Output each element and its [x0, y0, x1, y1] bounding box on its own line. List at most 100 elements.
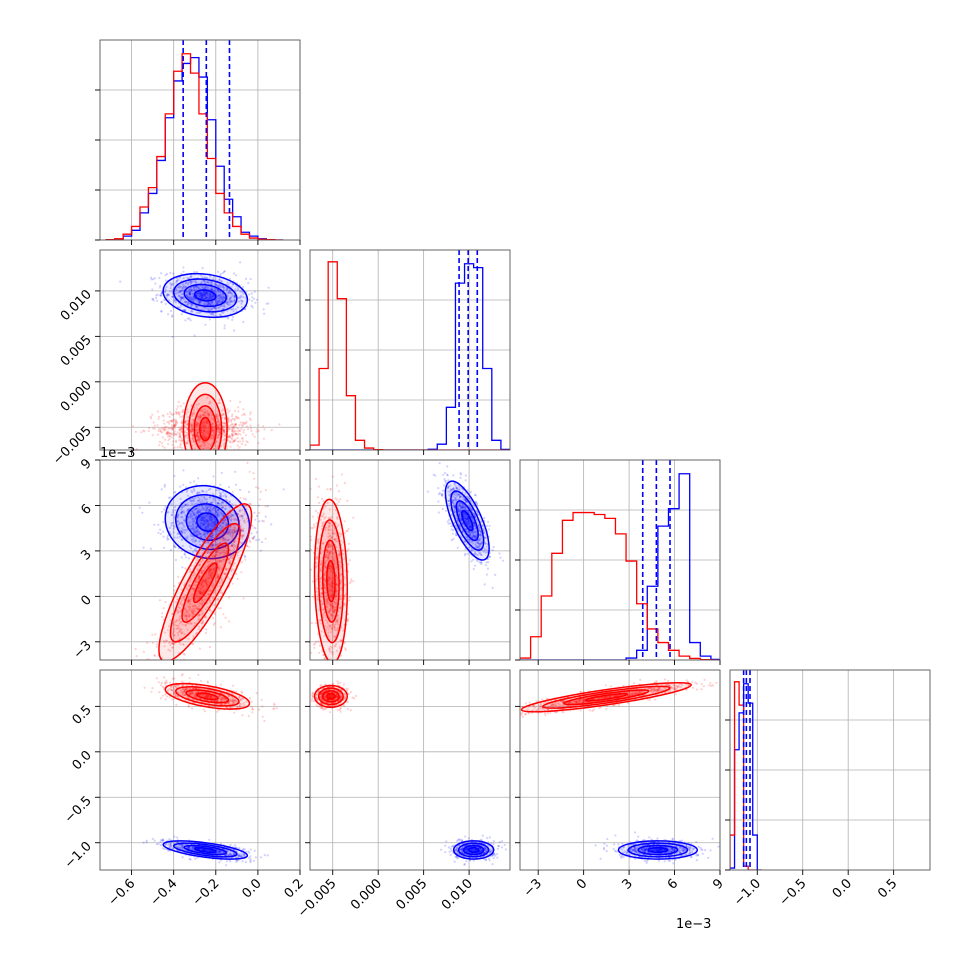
contour-line: [193, 405, 217, 450]
sample-point: [211, 430, 214, 433]
sample-point: [212, 295, 215, 298]
sample-point: [184, 300, 187, 303]
sample-point: [178, 290, 181, 293]
sample-point: [202, 425, 205, 428]
sample-point: [242, 597, 245, 600]
sample-point: [197, 292, 200, 295]
sample-point: [242, 412, 245, 415]
sample-point: [184, 503, 187, 506]
sample-point: [194, 305, 197, 308]
sample-point: [229, 399, 232, 402]
sample-point: [175, 422, 178, 425]
sample-point: [206, 281, 209, 284]
sample-point: [196, 421, 199, 425]
sample-point: [197, 286, 200, 290]
sample-point: [202, 413, 205, 416]
sample-point: [163, 429, 166, 432]
sample-point: [211, 287, 214, 290]
sample-point: [222, 536, 225, 540]
sample-point: [223, 327, 226, 330]
sample-point: [156, 424, 159, 427]
sample-point: [174, 419, 178, 423]
sample-point: [229, 529, 232, 532]
sample-point: [167, 439, 170, 442]
sample-point: [189, 481, 192, 484]
sample-point: [201, 276, 204, 279]
sample-point: [186, 431, 189, 434]
sample-point: [218, 498, 221, 501]
sample-point: [159, 528, 162, 531]
sample-point: [181, 286, 184, 289]
sample-point: [190, 451, 192, 453]
sample-point: [204, 291, 207, 294]
sample-point: [232, 429, 235, 432]
sample-point: [185, 285, 188, 288]
sample-point: [217, 297, 220, 300]
sample-point: [151, 427, 154, 430]
sample-point: [208, 517, 211, 520]
sample-point: [201, 501, 204, 504]
sample-point: [178, 429, 181, 432]
y-tick-label: 6: [78, 502, 94, 518]
sample-point: [209, 303, 212, 307]
sample-point: [195, 561, 198, 565]
sample-point: [193, 289, 196, 292]
sample-point: [213, 622, 216, 625]
sample-point: [218, 279, 221, 282]
sample-point: [220, 471, 223, 474]
sample-point: [192, 408, 196, 412]
sample-point: [223, 430, 226, 433]
sample-point: [501, 559, 504, 562]
sample-point: [195, 428, 198, 431]
sample-point: [178, 426, 181, 429]
sample-point: [163, 422, 166, 425]
sample-point: [210, 434, 213, 437]
sample-point: [208, 413, 211, 416]
sample-point: [234, 432, 237, 435]
sample-point: [198, 300, 201, 303]
sample-point: [200, 518, 203, 521]
sample-point: [211, 295, 214, 298]
sample-point: [217, 293, 220, 296]
sample-point: [201, 443, 204, 447]
sample-point: [192, 285, 195, 288]
sample-point: [232, 440, 235, 443]
sample-point: [176, 421, 179, 424]
sample-point: [181, 283, 184, 286]
sample-point: [316, 511, 319, 514]
sample-point: [233, 295, 237, 298]
sample-point: [189, 282, 192, 285]
sample-point: [197, 511, 200, 514]
sample-point: [204, 434, 207, 437]
sample-point: [231, 423, 234, 426]
sample-point: [169, 432, 172, 435]
sample-point: [224, 499, 227, 502]
sample-point: [204, 294, 207, 298]
sample-point: [218, 300, 221, 303]
sample-point: [166, 534, 169, 537]
sample-point: [199, 413, 202, 416]
sample-point: [173, 425, 176, 428]
sample-point: [181, 287, 184, 290]
sample-point: [173, 423, 176, 427]
sample-point: [487, 561, 490, 564]
sample-point: [226, 302, 229, 305]
sample-point: [209, 313, 213, 316]
sample-point: [193, 536, 196, 539]
sample-point: [173, 431, 176, 435]
panel-content: [134, 461, 285, 660]
sample-point: [220, 297, 223, 300]
sample-point: [234, 438, 237, 441]
sample-point: [227, 301, 230, 304]
sample-point: [203, 426, 206, 429]
sample-point: [225, 523, 228, 526]
sample-point: [210, 295, 213, 299]
sample-point: [134, 430, 137, 433]
sample-point: [234, 415, 238, 418]
sample-point: [195, 425, 198, 428]
sample-point: [242, 285, 245, 288]
sample-point: [234, 503, 237, 506]
sample-point: [204, 526, 207, 530]
sample-point: [237, 432, 240, 435]
